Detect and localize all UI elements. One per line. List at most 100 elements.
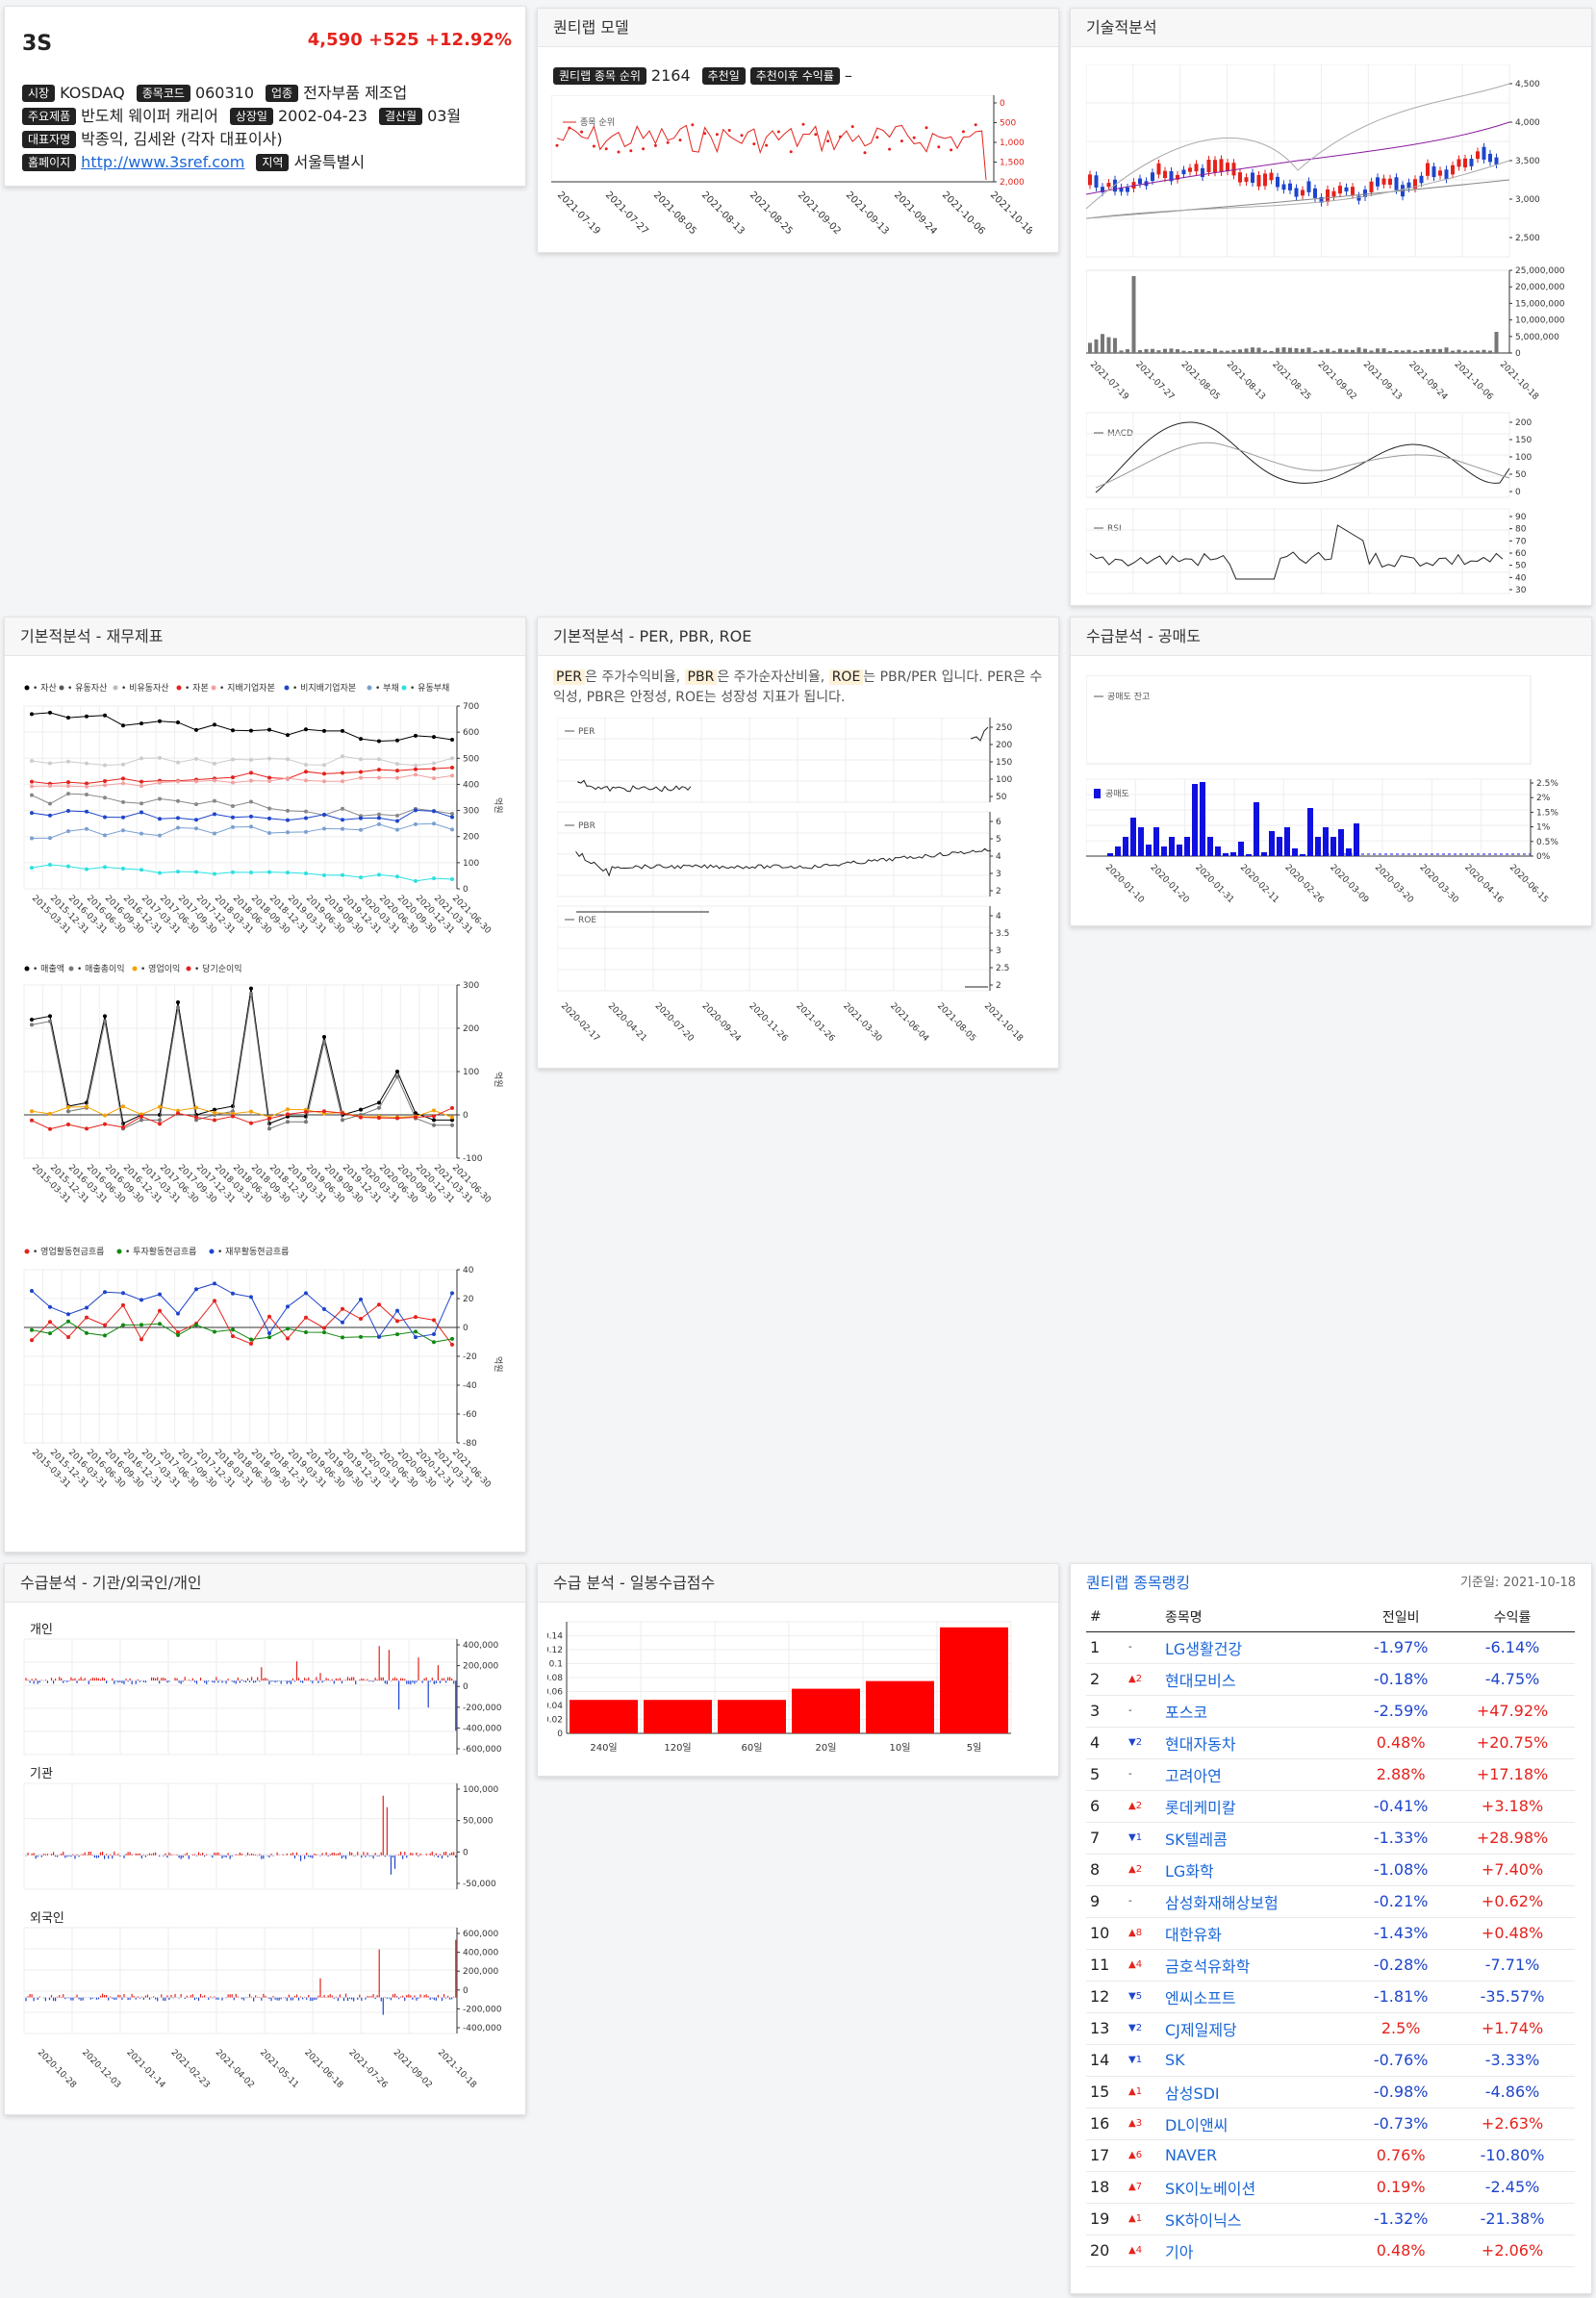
volume-bar bbox=[1094, 339, 1099, 353]
legend-label: 종목 순위 bbox=[580, 117, 615, 128]
stock-price: 4,590 bbox=[307, 30, 363, 50]
tick-label: 2021-06-04 bbox=[888, 1001, 930, 1044]
table-row[interactable]: 18 ▲7 SK이노베이션 0.19% -2.45% bbox=[1086, 2171, 1575, 2204]
candle-body bbox=[1151, 172, 1154, 182]
tick-label: 2 bbox=[996, 887, 1001, 896]
stock-link[interactable]: SK이노베이션 bbox=[1161, 2171, 1353, 2204]
table-row[interactable]: 14 ▼1 SK -0.76% -3.33% bbox=[1086, 2044, 1575, 2077]
region-value: 서울특별시 bbox=[293, 153, 366, 171]
short-bar bbox=[1130, 818, 1136, 856]
table-row[interactable]: 3- 포스코 -2.59% +47.92% bbox=[1086, 1695, 1575, 1728]
table-row[interactable]: 19 ▲1 SK하이닉스 -1.32% -21.38% bbox=[1086, 2203, 1575, 2235]
stock-link[interactable]: 현대자동차 bbox=[1161, 1727, 1353, 1759]
candle-body bbox=[1319, 196, 1324, 203]
x-axis-ticks: 2020-01-10 2020-01-20 2020-01-31 2020-02-11… bbox=[1103, 863, 1550, 905]
rank-number: 3 bbox=[1086, 1695, 1125, 1728]
table-row[interactable]: 7 ▼1 SK텔레콤 -1.33% +28.98% bbox=[1086, 1822, 1575, 1855]
stock-link[interactable]: 엔씨소프트 bbox=[1161, 1981, 1353, 2013]
volume-bar bbox=[1338, 348, 1342, 353]
short-bar bbox=[1269, 831, 1275, 856]
card-title: 수급분석 - 공매도 bbox=[1071, 618, 1591, 656]
volume-bar bbox=[1294, 347, 1299, 353]
stock-link[interactable]: CJ제일제당 bbox=[1161, 2012, 1353, 2045]
tick-label: 2.5 bbox=[996, 964, 1009, 973]
return-value: -6.14% bbox=[1450, 1631, 1575, 1664]
short-bar bbox=[1277, 837, 1282, 856]
tick-label: 2020-03-09 bbox=[1328, 863, 1370, 905]
rank-series bbox=[555, 122, 987, 181]
table-row[interactable]: 16 ▲3 DL이앤씨 -0.73% +2.63% bbox=[1086, 2108, 1575, 2140]
stock-link[interactable]: 고려아연 bbox=[1161, 1758, 1353, 1791]
stock-link[interactable]: SK bbox=[1161, 2044, 1353, 2077]
rank-point bbox=[974, 123, 977, 127]
candle-body bbox=[1288, 183, 1292, 190]
rank-number: 2 bbox=[1086, 1663, 1125, 1696]
tick-label: 2021-08-05 bbox=[651, 189, 698, 237]
series-point bbox=[30, 759, 34, 764]
series-line bbox=[31, 1300, 453, 1346]
table-row[interactable]: 12 ▼5 엔씨소프트 -1.81% -35.57% bbox=[1086, 1981, 1575, 2013]
legend-label: ROE bbox=[578, 916, 596, 925]
card-title: 기본적분석 - PER, PBR, ROE bbox=[538, 618, 1058, 656]
volume-bar bbox=[1494, 332, 1499, 353]
table-row[interactable]: 1- LG생활건강 -1.97% -6.14% bbox=[1086, 1631, 1575, 1664]
table-row[interactable]: 11 ▲4 금호석유화학 -0.28% -7.71% bbox=[1086, 1949, 1575, 1982]
stock-link[interactable]: LG생활건강 bbox=[1161, 1631, 1353, 1664]
stock-link[interactable]: 삼성화재해상보험 bbox=[1161, 1885, 1353, 1918]
tick-label: 0 bbox=[463, 1324, 469, 1333]
short-bar bbox=[1292, 848, 1298, 856]
macd-chart: MACD bbox=[1086, 412, 1510, 498]
stock-link[interactable]: 금호석유화학 bbox=[1161, 1949, 1353, 1982]
rank-number: 13 bbox=[1086, 2012, 1125, 2045]
return-label: 추천이후 수익률 bbox=[749, 67, 840, 85]
stock-link[interactable]: LG화학 bbox=[1161, 1854, 1353, 1886]
stock-link[interactable]: 대한유화 bbox=[1161, 1917, 1353, 1950]
day-change: -1.97% bbox=[1352, 1631, 1451, 1664]
volume-bar bbox=[1469, 350, 1474, 353]
stock-link[interactable]: 포스코 bbox=[1161, 1695, 1353, 1728]
table-row[interactable]: 13 ▼2 CJ제일제당 2.5% +1.74% bbox=[1086, 2012, 1575, 2045]
x-axis-ticks: 2021-07-19 2021-07-27 2021-08-05 2021-08-13… bbox=[555, 189, 1032, 237]
stock-price-line: 4,590 +525 +12.92% bbox=[308, 30, 512, 50]
table-row[interactable]: 8 ▲2 LG화학 -1.08% +7.40% bbox=[1086, 1854, 1575, 1886]
table-row[interactable]: 5- 고려아연 2.88% +17.18% bbox=[1086, 1758, 1575, 1791]
card-header: 퀀티랩 종목랭킹 기준일: 2021-10-18 bbox=[1071, 1564, 1591, 1603]
table-row[interactable]: 10 ▲8 대한유화 -1.43% +0.48% bbox=[1086, 1917, 1575, 1950]
candle-body bbox=[1476, 151, 1480, 160]
table-row[interactable]: 20 ▲4 기아 0.48% +2.06% bbox=[1086, 2235, 1575, 2267]
table-row[interactable]: 17 ▲6 NAVER 0.76% -10.80% bbox=[1086, 2139, 1575, 2172]
tick-label: 0.06 bbox=[547, 1688, 563, 1698]
short-bar bbox=[1254, 802, 1259, 856]
stock-link[interactable]: SK텔레콤 bbox=[1161, 1822, 1353, 1855]
tick-label: 100 bbox=[463, 1068, 479, 1077]
bollinger-upper bbox=[1086, 83, 1510, 210]
legend-marker bbox=[24, 966, 30, 972]
candle-body bbox=[1394, 177, 1399, 190]
stock-link[interactable]: 삼성SDI bbox=[1161, 2076, 1353, 2109]
financials-card: 기본적분석 - 재무제표 • 자산 • 유동자산 • 비유동자산 • 자본 • 지배기업… bbox=[4, 617, 526, 1553]
cashflow-chart: 40200-20-40-60-80억원2015-03-312015-12-312… bbox=[23, 1266, 504, 1490]
table-row[interactable]: 15 ▲1 삼성SDI -0.98% -4.86% bbox=[1086, 2076, 1575, 2109]
stock-link[interactable]: 기아 bbox=[1161, 2235, 1353, 2267]
tick-label: 400 bbox=[463, 780, 479, 790]
homepage-link[interactable]: http://www.3sref.com bbox=[81, 153, 245, 171]
table-row[interactable]: 9- 삼성화재해상보험 -0.21% +0.62% bbox=[1086, 1885, 1575, 1918]
stock-link[interactable]: SK하이닉스 bbox=[1161, 2203, 1353, 2235]
volume-bar bbox=[1169, 348, 1174, 353]
tick-label: 2021-10-06 bbox=[1453, 360, 1495, 402]
stock-link[interactable]: 현대모비스 bbox=[1161, 1663, 1353, 1696]
table-row[interactable]: 4 ▼2 현대자동차 0.48% +20.75% bbox=[1086, 1727, 1575, 1759]
table-row[interactable]: 6 ▲2 롯데케미칼 -0.41% +3.18% bbox=[1086, 1790, 1575, 1823]
return-value: +28.98% bbox=[1450, 1822, 1575, 1855]
short-bar bbox=[1230, 852, 1236, 856]
table-row[interactable]: 2 ▲2 현대모비스 -0.18% -4.75% bbox=[1086, 1663, 1575, 1696]
legend-label: • 자산 bbox=[33, 683, 57, 694]
volume-bar bbox=[1151, 348, 1154, 353]
stock-link[interactable]: NAVER bbox=[1161, 2139, 1353, 2172]
institution-chart: 100,000 50,000 0 -50,000 bbox=[23, 1782, 498, 1890]
candle-body bbox=[1219, 159, 1224, 172]
stock-link[interactable]: DL이앤씨 bbox=[1161, 2108, 1353, 2140]
tick-label: 0.5% bbox=[1536, 838, 1558, 847]
candle-body bbox=[1213, 160, 1217, 173]
stock-link[interactable]: 롯데케미칼 bbox=[1161, 1790, 1353, 1823]
